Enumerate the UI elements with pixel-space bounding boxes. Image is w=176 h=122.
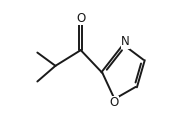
Text: N: N xyxy=(121,35,130,48)
Text: O: O xyxy=(76,12,85,25)
Text: O: O xyxy=(109,96,119,109)
